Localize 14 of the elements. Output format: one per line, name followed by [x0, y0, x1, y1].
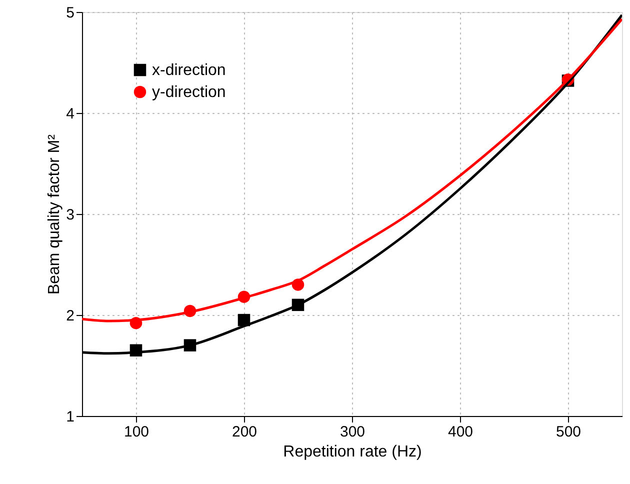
y-tick-label: 3 [66, 206, 74, 224]
x-axis-title: Repetition rate (Hz) [283, 444, 422, 460]
y-tick-label: 1 [66, 408, 74, 426]
y-tick-label: 2 [66, 308, 74, 324]
legend-label: y-direction [152, 84, 226, 101]
x-tick-label: 500 [556, 424, 582, 440]
y-axis-title: Beam quality factor M² [46, 134, 64, 295]
x-tick-label: 300 [340, 424, 366, 440]
y-tick-label: 4 [66, 106, 74, 122]
x-tick-label: 400 [448, 424, 474, 440]
x-tick-label: 100 [124, 424, 150, 440]
y-tick-label: 5 [66, 4, 74, 22]
legend-label: x-direction [152, 62, 226, 79]
x-tick-label: 200 [232, 424, 258, 440]
